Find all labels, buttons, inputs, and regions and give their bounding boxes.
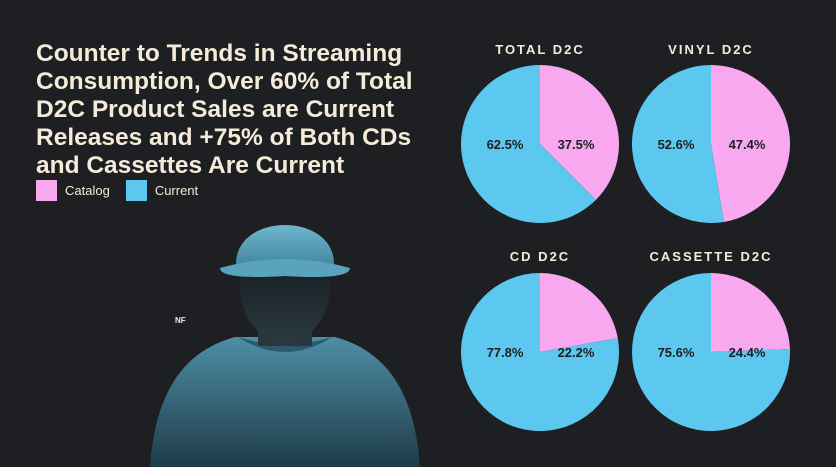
pie-slice-current [461,273,619,431]
pie-label-catalog: 37.5% [558,137,595,152]
pie-slice-catalog [540,65,619,200]
pie-label-current: 75.6% [658,345,695,360]
pie-label-catalog: 24.4% [729,345,766,360]
legend-item-catalog: Catalog [36,180,110,201]
legend: Catalog Current [36,180,206,201]
legend-swatch-current [125,180,147,201]
pie-title-cassette: CASSETTE D2C [649,249,773,264]
pie-slice-catalog [711,65,791,222]
pie-slice-current [632,65,724,223]
legend-item-current: Current [125,180,199,201]
pie-slice-current [461,65,596,223]
pie-cd: 22.2% 77.8% [461,273,619,431]
pie-vinyl: 47.4% 52.6% [632,65,791,223]
pie-label-catalog: 47.4% [729,137,766,152]
person-illustration [150,225,420,467]
pie-label-catalog: 22.2% [558,345,595,360]
shirt-badge: NF [175,316,186,325]
pie-label-current: 62.5% [487,137,524,152]
pie-slice-catalog [540,273,618,352]
pie-title-cd: CD D2C [509,249,571,264]
pie-title-total: TOTAL D2C [495,42,585,57]
chart-title: Counter to Trends in Streaming Consumpti… [36,40,413,179]
pie-slice-catalog [711,273,790,352]
pie-title-vinyl: VINYL D2C [668,42,754,57]
pie-label-current: 77.8% [487,345,524,360]
legend-label-catalog: Catalog [65,183,110,198]
legend-label-current: Current [154,183,199,198]
pie-cassette: 24.4% 75.6% [632,273,790,431]
pie-total: 37.5% 62.5% [461,65,619,223]
pie-slice-current [632,273,790,431]
pie-label-current: 52.6% [658,137,695,152]
legend-swatch-catalog [36,180,57,201]
